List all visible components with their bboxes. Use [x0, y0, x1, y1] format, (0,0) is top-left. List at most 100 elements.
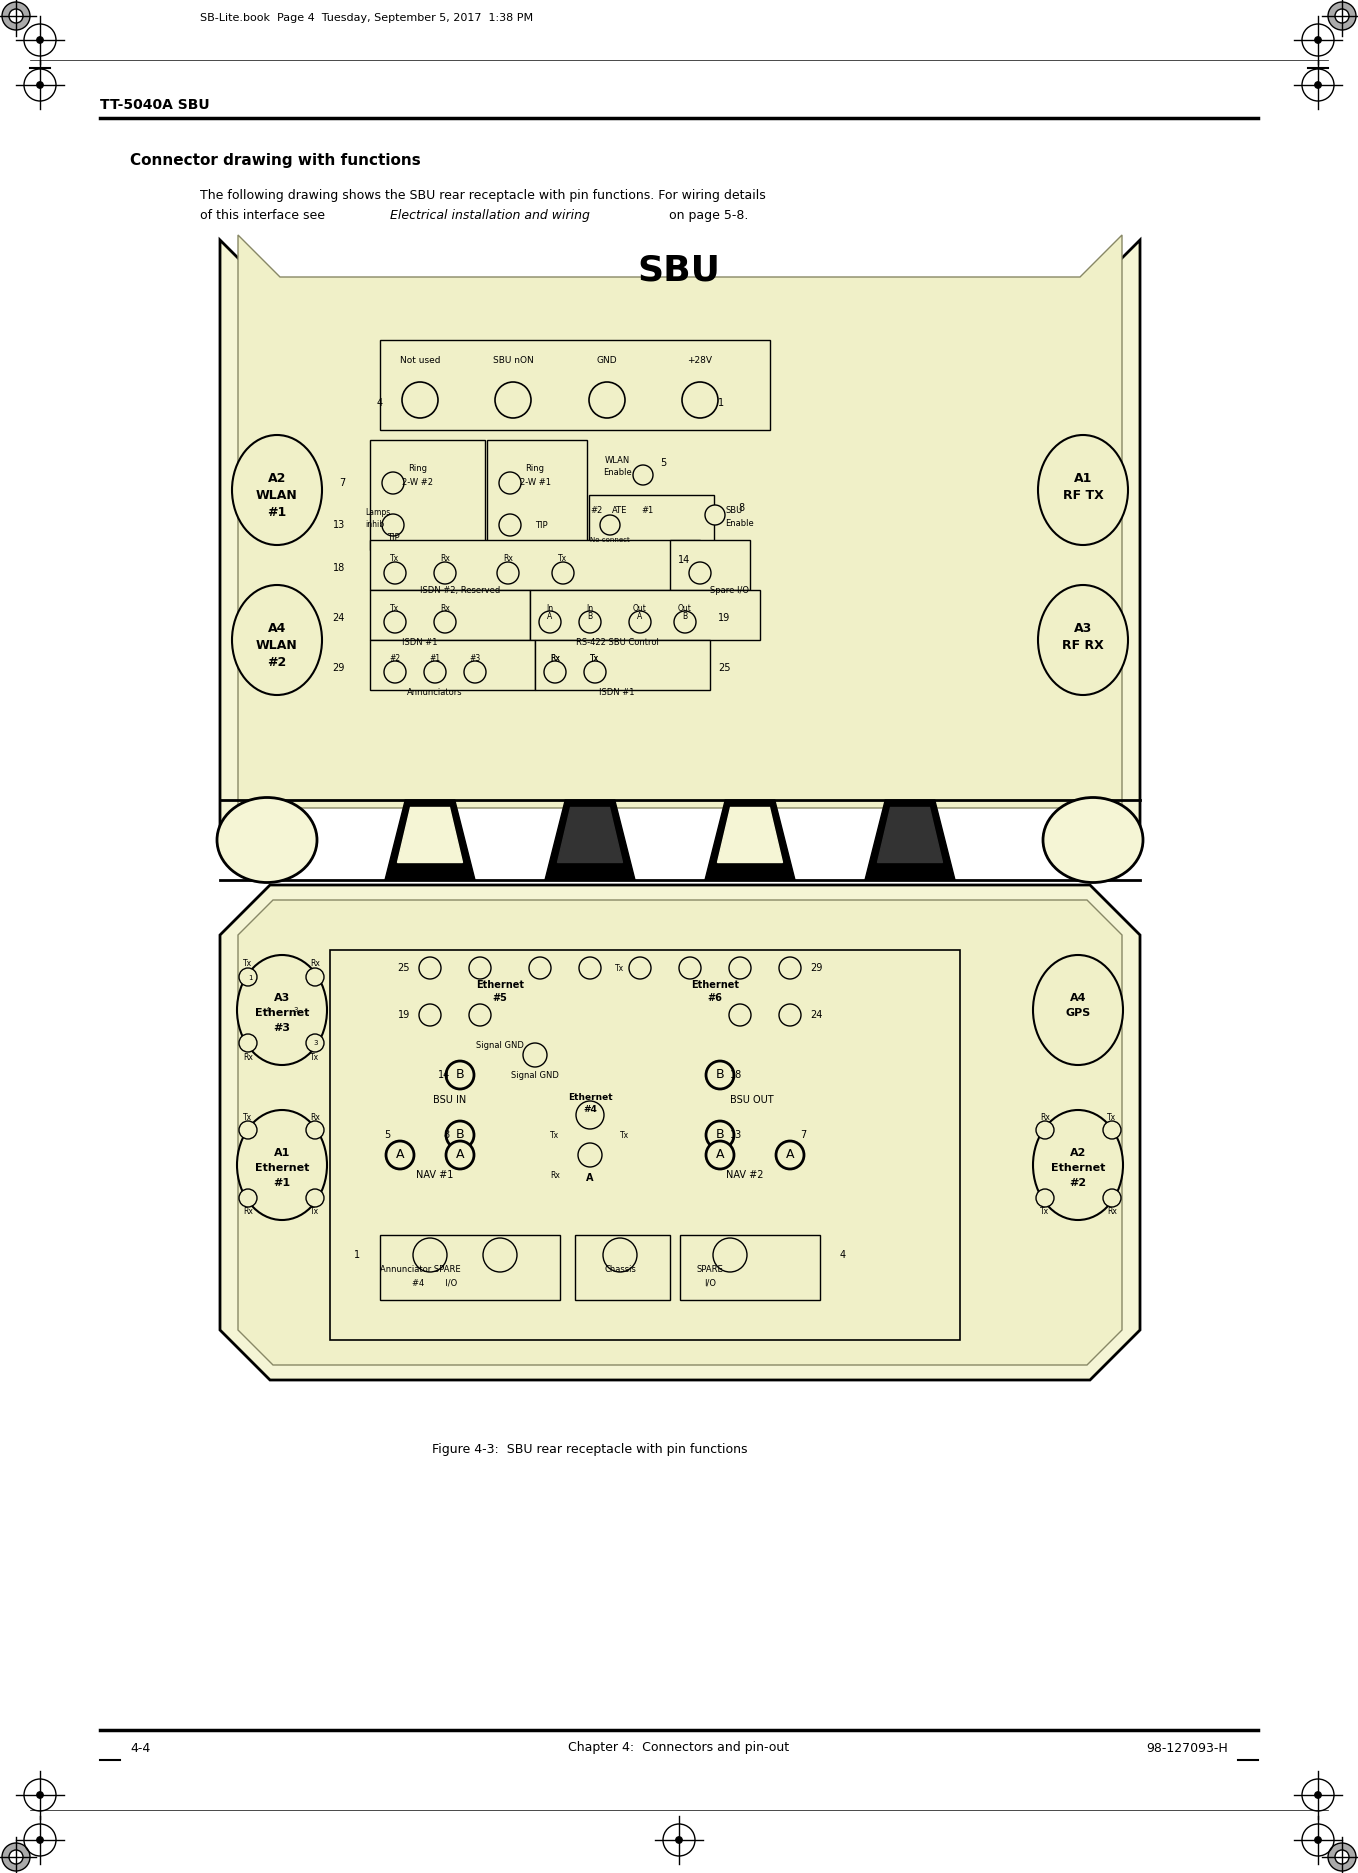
Bar	[488, 440, 587, 551]
Text: #5: #5	[493, 993, 508, 1004]
Text: TIP: TIP	[387, 532, 399, 541]
Text: Ethernet: Ethernet	[1051, 1163, 1105, 1172]
Text: Ethernet: Ethernet	[477, 980, 524, 991]
Text: ISDN #1: ISDN #1	[599, 687, 634, 697]
Text: SPARE: SPARE	[697, 1266, 724, 1274]
Polygon shape	[220, 886, 1139, 1380]
Text: Tx: Tx	[243, 1113, 253, 1122]
Ellipse shape	[1038, 435, 1128, 545]
Polygon shape	[238, 901, 1122, 1365]
Circle shape	[1315, 37, 1321, 43]
Text: Out: Out	[678, 603, 693, 612]
Text: Connector drawing with functions: Connector drawing with functions	[130, 152, 421, 167]
Circle shape	[545, 661, 566, 684]
Circle shape	[600, 515, 621, 536]
Circle shape	[1, 2, 30, 30]
Circle shape	[705, 506, 725, 524]
Text: Tx: Tx	[311, 1208, 319, 1216]
Polygon shape	[545, 800, 636, 880]
Text: I/O: I/O	[703, 1279, 716, 1287]
Circle shape	[469, 1004, 492, 1026]
Text: on page 5-8.: on page 5-8.	[665, 208, 748, 221]
Text: RS-422 SBU Control: RS-422 SBU Control	[576, 637, 659, 646]
Text: Not used: Not used	[399, 356, 440, 365]
Text: Tx: Tx	[391, 554, 399, 562]
Text: BSU IN: BSU IN	[433, 1096, 467, 1105]
Circle shape	[498, 513, 521, 536]
Text: Lamps: Lamps	[365, 508, 390, 517]
Text: 19: 19	[398, 1010, 410, 1021]
Text: The following drawing shows the SBU rear receptacle with pin functions. For wiri: The following drawing shows the SBU rear…	[200, 189, 766, 202]
Text: Tx: Tx	[550, 1131, 559, 1139]
Ellipse shape	[1033, 1111, 1123, 1219]
Text: #2: #2	[268, 656, 287, 669]
Circle shape	[689, 562, 712, 584]
Circle shape	[464, 661, 486, 684]
Ellipse shape	[1038, 584, 1128, 695]
Circle shape	[1335, 9, 1348, 22]
Bar	[369, 440, 485, 551]
Text: B: B	[716, 1068, 724, 1081]
Circle shape	[10, 1851, 23, 1864]
Circle shape	[1315, 82, 1321, 88]
Text: NAV #1: NAV #1	[417, 1171, 454, 1180]
Circle shape	[445, 1141, 474, 1169]
Text: Ring: Ring	[409, 463, 428, 472]
Text: Annunciators: Annunciators	[407, 687, 463, 697]
Text: Tx: Tx	[311, 1053, 319, 1062]
Circle shape	[445, 1122, 474, 1148]
Text: NAV #2: NAV #2	[727, 1171, 763, 1180]
Text: #3: #3	[273, 1023, 291, 1034]
Text: 4: 4	[378, 397, 383, 408]
Circle shape	[1, 1843, 30, 1871]
Circle shape	[629, 957, 650, 980]
Text: 13: 13	[731, 1129, 743, 1141]
Circle shape	[386, 1141, 414, 1169]
Text: #2: #2	[390, 654, 401, 663]
Circle shape	[579, 1143, 602, 1167]
Circle shape	[435, 562, 456, 584]
Ellipse shape	[238, 955, 327, 1066]
Text: Ethernet: Ethernet	[691, 980, 739, 991]
Polygon shape	[220, 240, 1139, 845]
Circle shape	[579, 611, 602, 633]
Text: Rx: Rx	[243, 1208, 253, 1216]
Text: 8: 8	[737, 504, 744, 513]
Polygon shape	[705, 800, 794, 880]
Text: 1: 1	[247, 976, 253, 981]
Text: TT-5040A SBU: TT-5040A SBU	[100, 97, 209, 112]
Circle shape	[713, 1238, 747, 1272]
Circle shape	[306, 968, 325, 985]
Text: A: A	[587, 1172, 593, 1184]
Text: inhib: inhib	[365, 519, 384, 528]
Text: 19: 19	[718, 612, 731, 624]
Text: Rx: Rx	[1040, 1113, 1050, 1122]
Circle shape	[1315, 1792, 1321, 1798]
Circle shape	[306, 1189, 325, 1206]
Text: #1: #1	[273, 1178, 291, 1187]
Circle shape	[706, 1141, 735, 1169]
Circle shape	[239, 1034, 257, 1053]
Text: A: A	[395, 1148, 405, 1161]
Text: Rx: Rx	[310, 959, 320, 968]
Text: 24: 24	[809, 1010, 823, 1021]
Bar	[330, 950, 960, 1339]
Circle shape	[1103, 1122, 1120, 1139]
Text: 8: 8	[444, 1129, 449, 1141]
Text: RF TX: RF TX	[1062, 489, 1103, 502]
Circle shape	[579, 957, 602, 980]
Circle shape	[779, 1004, 801, 1026]
Text: Tx: Tx	[243, 959, 253, 968]
Text: Tx: Tx	[1107, 1113, 1116, 1122]
Text: 18: 18	[731, 1069, 743, 1081]
Bar	[369, 590, 530, 641]
Circle shape	[239, 968, 257, 985]
Ellipse shape	[1043, 798, 1143, 882]
Text: Ethernet: Ethernet	[568, 1094, 612, 1103]
Text: SBU: SBU	[725, 506, 743, 515]
Text: Chassis: Chassis	[604, 1266, 636, 1274]
Circle shape	[1328, 2, 1357, 30]
Circle shape	[239, 1122, 257, 1139]
Text: B: B	[456, 1068, 464, 1081]
Circle shape	[706, 1122, 735, 1148]
